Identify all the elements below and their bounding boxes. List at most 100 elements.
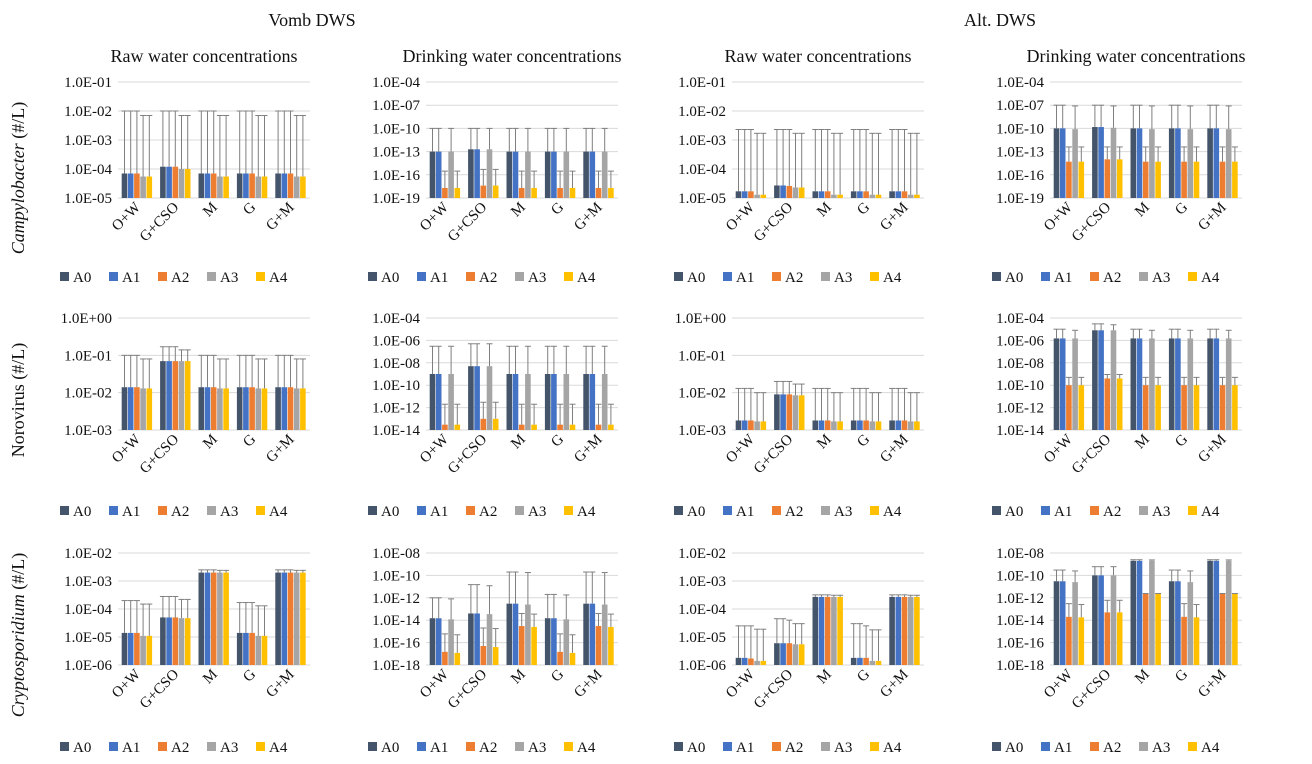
y-tick-label: 1.0E-16	[372, 636, 420, 652]
y-tick-label: 1.0E-04	[64, 162, 112, 178]
y-tick-label: 1.0E-01	[678, 348, 726, 364]
x-tick-label-o-w: O+W	[417, 431, 453, 467]
legend-swatch-a0	[992, 506, 1001, 515]
bar-a1-m	[512, 374, 519, 430]
legend-swatch-a3	[515, 506, 524, 515]
y-tick-label: 1.0E-05	[678, 630, 726, 646]
chart-title: Drinking water concentrations	[403, 46, 622, 66]
x-tick-label-o-w: O+W	[109, 666, 145, 702]
bar-a2-g-m	[595, 626, 602, 665]
chart-panel: 1.0E-18 1.0E-16 1.0E-14 1.0E-12 1.0E-10 1.0E-…	[368, 546, 618, 756]
bar-a4-g-cso	[798, 395, 805, 430]
legend-label-a3: A3	[220, 270, 238, 286]
legend-label-a2: A2	[479, 270, 497, 286]
legend-swatch-a3	[821, 272, 830, 281]
bar-a0-g-cso	[774, 394, 780, 430]
x-tick-label-g-m: G+M	[1195, 432, 1229, 466]
legend-swatch-a0	[368, 272, 377, 281]
bar-a3-g	[563, 619, 570, 665]
bar-a4-o-w	[1078, 617, 1085, 665]
bar-a4-g	[261, 388, 268, 430]
x-tick-label-g: G	[240, 666, 259, 685]
legend-label-a2: A2	[171, 740, 189, 756]
bar-a0-m	[812, 596, 819, 665]
bar-a1-g	[1175, 581, 1181, 665]
bar-a4-o-w	[760, 660, 767, 665]
bar-a0-m	[1130, 338, 1137, 430]
legend-label-a2: A2	[785, 270, 803, 286]
y-tick-label: 1.0E-05	[64, 191, 112, 207]
bar-a2-g-m	[287, 387, 294, 430]
bar-a1-g-cso	[1098, 127, 1104, 198]
legend-label-a3: A3	[834, 270, 852, 286]
x-tick-label-g: G	[854, 431, 873, 450]
y-tick-label: 1.0E-19	[372, 191, 420, 207]
bar-a1-m	[1136, 128, 1143, 198]
bar-a3-g	[1187, 129, 1194, 198]
legend-label-a4: A4	[577, 270, 596, 286]
bar-a2-g	[557, 187, 563, 198]
bar-a2-g	[1181, 385, 1187, 430]
bar-a2-g-cso	[786, 643, 793, 665]
x-tick-label-g: G	[1172, 199, 1191, 218]
bar-a1-o-w	[435, 618, 442, 665]
y-tick-label: 1.0E-01	[64, 348, 112, 364]
bar-a0-g-m	[275, 173, 281, 198]
legend-swatch-a3	[207, 506, 216, 515]
bar-a3-o-w	[754, 421, 760, 430]
legend-label-a0: A0	[381, 270, 399, 286]
x-tick-label-o-w: O+W	[417, 199, 453, 235]
bar-a1-m	[512, 151, 519, 198]
bar-a1-g	[551, 618, 557, 665]
legend-label-a1: A1	[736, 740, 754, 756]
y-tick-label: 1.0E+00	[675, 311, 726, 327]
legend-label-a1: A1	[1054, 740, 1072, 756]
legend-label-a2: A2	[785, 504, 803, 520]
bar-a4-g-m	[914, 194, 920, 198]
bar-a3-g	[255, 388, 262, 430]
bar-a3-g-m	[907, 421, 914, 430]
bar-a4-m	[223, 388, 229, 430]
y-tick-label: 1.0E-02	[64, 104, 112, 120]
legend-swatch-a0	[60, 506, 69, 515]
y-tick-label: 1.0E-12	[372, 401, 420, 417]
bar-a1-g-m	[589, 374, 596, 430]
x-tick-label-g-cso: G+CSO	[137, 431, 183, 477]
x-tick-label-m: M	[1132, 667, 1153, 688]
bar-a1-o-w	[435, 374, 442, 430]
bar-a0-g-m	[1207, 338, 1213, 430]
bar-a4-g	[875, 660, 882, 665]
bar-a2-m	[824, 191, 831, 198]
legend-swatch-a4	[1188, 272, 1197, 281]
bar-a2-m	[1142, 385, 1149, 430]
bar-a3-o-w	[754, 660, 760, 665]
legend-swatch-a2	[466, 272, 475, 281]
bar-a3-o-w	[448, 374, 454, 430]
legend-label-a4: A4	[577, 504, 596, 520]
bar-a3-o-w	[1072, 338, 1078, 430]
x-tick-label-g-m: G+M	[571, 200, 605, 234]
bar-a0-g-cso	[160, 361, 166, 430]
x-tick-label-o-w: O+W	[723, 666, 759, 702]
bar-a2-m	[518, 187, 525, 198]
bar-a4-g-cso	[492, 185, 499, 198]
bar-a2-g	[249, 387, 255, 430]
bar-a1-m	[204, 173, 211, 198]
x-tick-label-m: M	[200, 200, 221, 221]
legend-label-a4: A4	[883, 504, 902, 520]
bar-a4-m	[223, 176, 229, 198]
y-tick-label: 1.0E-12	[996, 591, 1044, 607]
bar-a1-g-m	[1213, 560, 1220, 665]
legend-label-a4: A4	[883, 270, 902, 286]
bar-a0-m	[198, 387, 205, 430]
legend-label-a1: A1	[430, 504, 448, 520]
legend-swatch-a2	[1090, 272, 1099, 281]
legend-label-a1: A1	[430, 740, 448, 756]
panels: Raw water concentrations1.0E-051.0E-041.…	[60, 46, 1245, 756]
y-tick-label: 1.0E-02	[678, 386, 726, 402]
y-tick-label: 1.0E-04	[372, 75, 420, 91]
y-tick-label: 1.0E-03	[678, 423, 726, 439]
legend-label-a0: A0	[687, 740, 705, 756]
bar-a1-o-w	[127, 173, 134, 198]
